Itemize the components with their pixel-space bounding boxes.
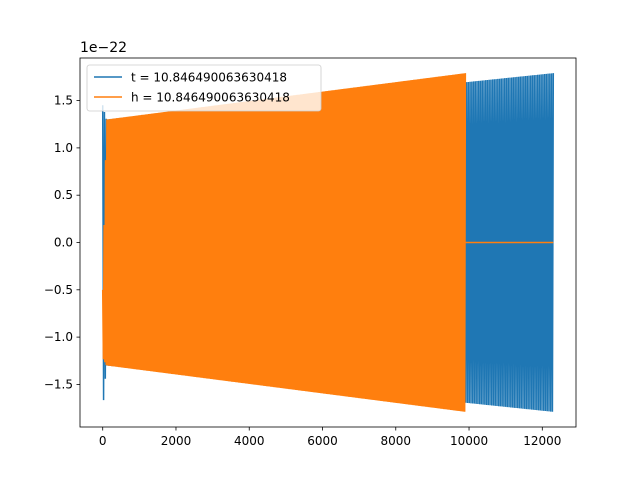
y-tick-label: 0.5 — [54, 188, 73, 202]
y-tick-label: 1.5 — [54, 94, 73, 108]
x-tick-label: 2000 — [161, 434, 192, 448]
x-tick-label: 8000 — [380, 434, 411, 448]
x-tick-label: 0 — [99, 434, 107, 448]
y-tick-label: 0.0 — [54, 236, 73, 250]
x-tick-label: 10000 — [450, 434, 488, 448]
y-tick-label: 1.0 — [54, 141, 73, 155]
x-axis: 0 2000 4000 6000 8000 10000 12000 — [99, 427, 561, 448]
x-tick-label: 12000 — [523, 434, 561, 448]
legend-label-1: t = 10.846490063630418 — [131, 71, 287, 85]
legend: t = 10.846490063630418 h = 10.84649006363… — [86, 64, 322, 112]
y-tick-label: −1.0 — [44, 330, 73, 344]
x-tick-label: 4000 — [234, 434, 265, 448]
y-tick-label: −0.5 — [44, 283, 73, 297]
y-tick-label: −1.5 — [44, 377, 73, 391]
x-tick-label: 6000 — [307, 434, 338, 448]
y-axis: 1.5 1.0 0.5 0.0 −0.5 −1.0 −1.5 — [44, 94, 80, 391]
legend-box — [86, 64, 322, 112]
y-scale-label: 1e−22 — [80, 40, 127, 56]
legend-label-2: h = 10.846490063630418 — [131, 91, 290, 105]
plot-area — [101, 73, 555, 412]
series-2-line — [101, 73, 467, 412]
